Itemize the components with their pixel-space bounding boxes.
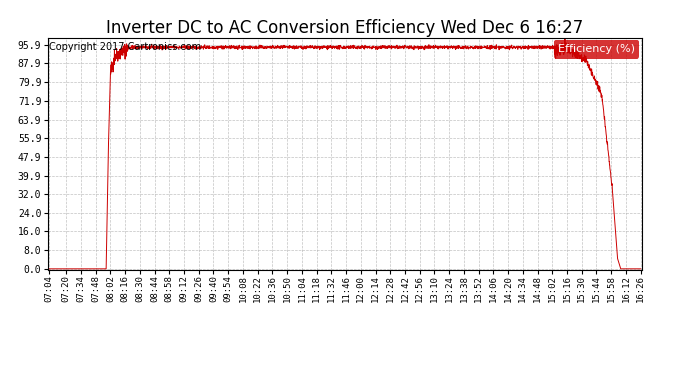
- Title: Inverter DC to AC Conversion Efficiency Wed Dec 6 16:27: Inverter DC to AC Conversion Efficiency …: [106, 20, 584, 38]
- Legend: Efficiency (%): Efficiency (%): [553, 40, 640, 58]
- Text: Copyright 2017 Cartronics.com: Copyright 2017 Cartronics.com: [50, 42, 201, 52]
